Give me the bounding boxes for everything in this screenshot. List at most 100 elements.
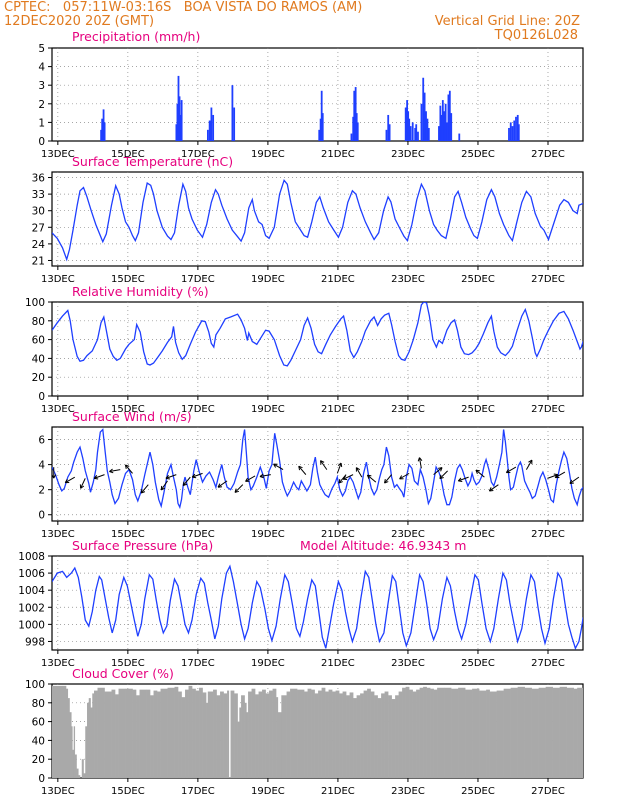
wind-arrow-shaft [399,472,410,480]
wind-arrow [525,459,533,470]
wind-arrow-shaft [384,474,392,484]
y-tick-label: 6 [38,435,45,447]
x-tick-label: 19DEC [251,529,285,540]
cloud-column [281,695,287,778]
precip-bar [441,100,444,141]
panel-pressure: 998 1000 1002 1004 1006 1008 13DEC 15DEC 17DEC 19… [18,538,584,669]
plot-frame [51,47,584,142]
precip-bar [355,113,358,141]
cloud-column [76,768,79,778]
cloud-column [377,698,382,778]
cloud-column [360,693,364,778]
wind-arrow-head [399,475,403,480]
x-tick-label: 25DEC [461,786,495,797]
cloud-column [195,690,200,778]
cloud-column [94,690,98,778]
precip-bar [388,124,391,141]
cloud-column [346,695,350,778]
wind-arrow [355,467,363,478]
x-tick-label: 13DEC [41,529,75,540]
cloud-column [531,688,539,778]
cloud-column [118,688,126,778]
cloud-column [258,691,263,778]
precip-bar [387,114,390,141]
wind-arrow-head [419,457,423,461]
cloud-column [223,693,228,778]
precip-bar [447,94,450,141]
wind-arrow-head [182,481,185,486]
y-tick-label: 20 [32,754,45,766]
precip-bar [443,111,446,141]
wind-arrow-shaft [94,474,105,479]
wind-arrow-head [438,467,443,469]
precip-bar [440,114,443,141]
wind-arrow-head [439,477,444,480]
precip-bar [206,129,209,141]
precip-bar [101,118,104,141]
wind-arrow-head [80,485,85,489]
cloud-column [216,695,221,778]
precip-bar [103,122,106,141]
cloud-column [384,691,389,778]
wind-arrow-head [366,474,370,479]
station-header: CPTEC: 057:11W-03:16S BOA VISTA DO RAMOS… [4,0,363,15]
cloud-column [185,689,189,778]
cloud-column [307,688,312,778]
wind-arrow-head [337,462,342,467]
x-tick-label: 17DEC [181,274,215,285]
temp-line [52,178,583,262]
precip-bar [350,133,353,141]
precip-bar [427,127,430,141]
panel-wind: 0 2 4 6 13DEC 15DEC 17DEC 19DEC 21DEC 23DEC 25DEC 2… [38,409,584,540]
precip-bar [408,118,411,141]
y-tick-label: 20 [32,372,45,384]
cloud-column [241,695,245,778]
cloud-column [88,698,91,778]
cloud-column [67,698,70,778]
cloud-column [311,689,315,778]
wind-arrow-shaft [245,475,256,482]
cloud-column [97,687,105,778]
y-tick-label: 21 [32,255,45,267]
precip-bar [177,75,180,141]
precip-bar [438,126,440,141]
wind-arrow [191,472,203,479]
cloud-column [277,712,282,778]
wind-arrow-head [569,479,573,484]
plot-frame [51,301,584,397]
wind-arrow-head [488,487,492,492]
precip-bar [212,114,215,141]
wind-arrow-shaft [140,484,149,494]
precip-bar [356,122,359,141]
cloud-column [472,688,480,778]
cloud-column [188,685,193,778]
y-tick-label: 1 [38,117,45,129]
wind-arrow-shaft [489,484,499,492]
wind-arrow-head [505,468,509,473]
y-tick-label: 0 [38,136,45,148]
precip-bar [176,103,179,141]
y-tick-label: 3 [38,80,45,92]
cloud-column [150,695,154,778]
y-tick-label: 4 [38,62,45,74]
precip-bar [354,87,357,141]
pressure-line [52,564,583,650]
wind-arrow-shaft [336,462,342,474]
wind-arrow-head [245,477,249,482]
wind-arrow-shaft [125,464,133,474]
x-tick-label: 25DEC [461,404,495,415]
wind-arrow [245,475,256,482]
wind-arrow [433,467,443,476]
cloud-column [538,687,546,778]
wind-arrow-shaft [547,474,558,479]
wind-arrow-shaft [458,476,469,482]
panel-annotation: Model Altitude: 46.9343 m [300,538,466,553]
cloud-column [199,687,203,778]
wind-arrow-head [161,487,166,491]
cloud-column [342,691,347,778]
precip-bar [411,122,414,141]
wind-arrow-head [342,475,346,480]
wind-arrow [320,460,328,470]
plot-frame [51,171,584,267]
cloud-column [388,695,392,778]
